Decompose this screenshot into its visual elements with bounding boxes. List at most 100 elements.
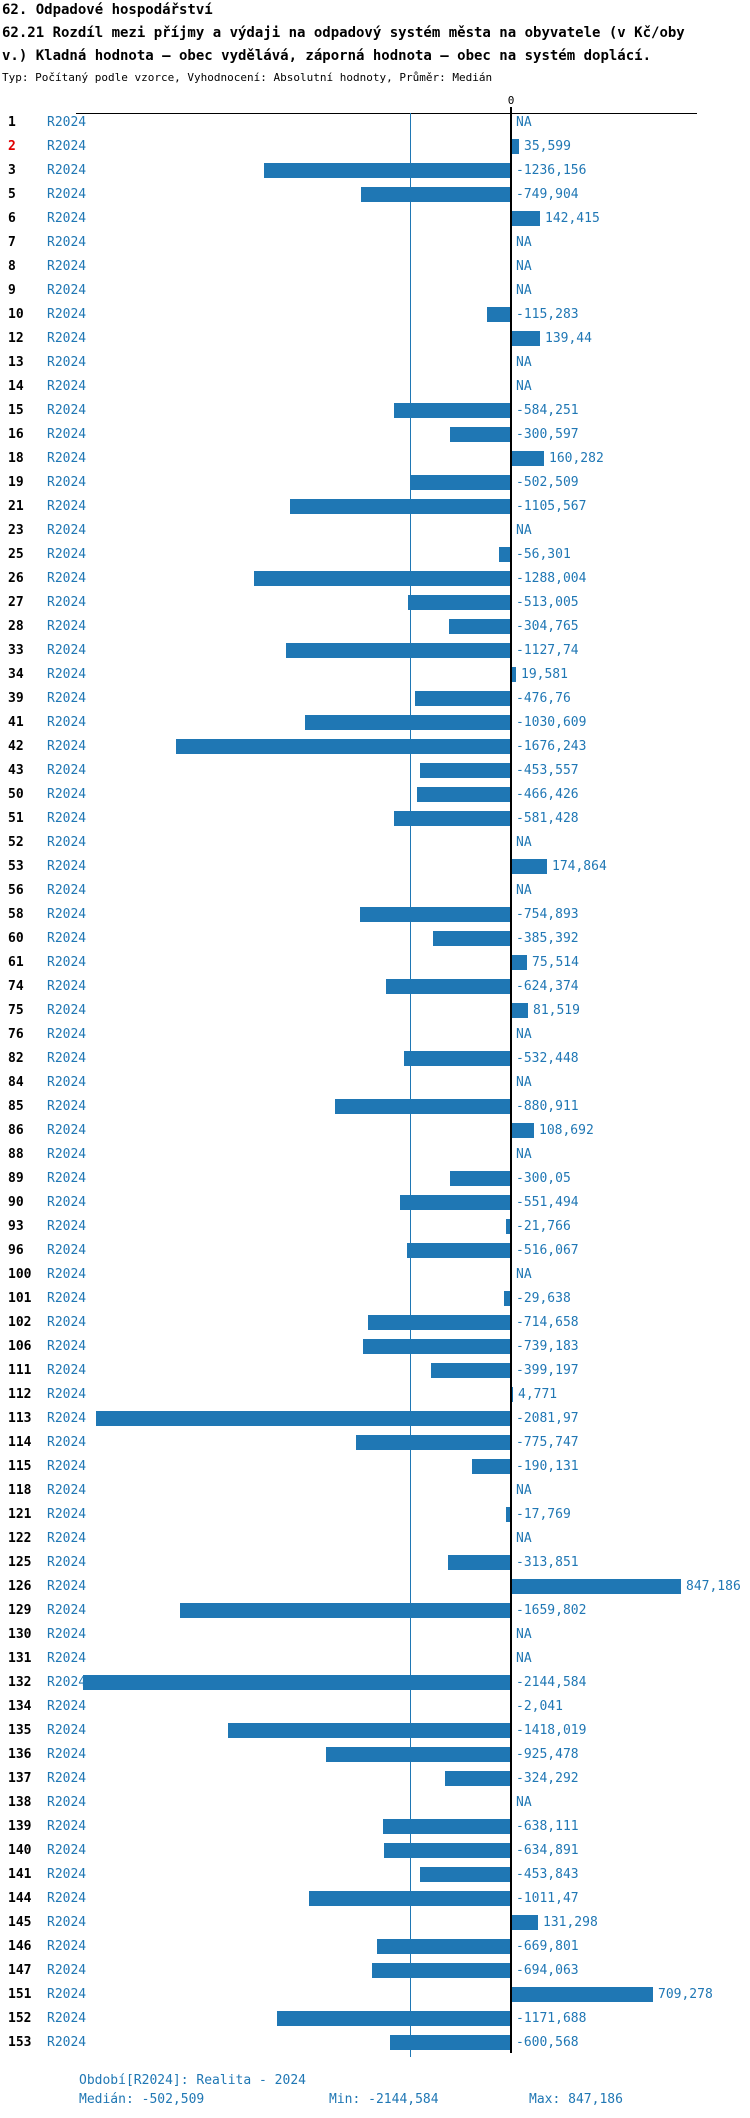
row-period-label: R2024 [47,1603,87,1618]
row-period-label: R2024 [47,763,87,778]
row-value: 174,864 [552,859,607,874]
row-value: NA [516,283,532,298]
row-value: -638,111 [516,1819,579,1834]
value-bar [286,643,510,658]
row-period-label: R2024 [47,1219,87,1234]
value-bar [383,1819,510,1834]
row-period-label: R2024 [47,1267,87,1282]
row-value: 19,581 [521,667,568,682]
row-period-label: R2024 [47,1651,87,1666]
value-bar [277,2011,510,2026]
value-bar [180,1603,510,1618]
row-period-label: R2024 [47,1435,87,1450]
row-index: 76 [8,1027,24,1042]
row-period-label: R2024 [47,1843,87,1858]
row-period-label: R2024 [47,1075,87,1090]
row-index: 132 [8,1675,32,1690]
value-bar [420,763,510,778]
row-index: 82 [8,1051,24,1066]
row-index: 138 [8,1795,32,1810]
row-value: -624,374 [516,979,579,994]
value-bar [433,931,510,946]
value-bar [394,403,510,418]
value-bar [305,715,510,730]
row-value: -739,183 [516,1339,579,1354]
value-bar [512,1579,681,1594]
row-period-label: R2024 [47,1003,87,1018]
row-period-label: R2024 [47,187,87,202]
value-bar [96,1411,510,1426]
value-bar [176,739,510,754]
value-bar [417,787,510,802]
value-bar [512,331,540,346]
row-value: 4,771 [518,1387,558,1402]
row-index: 130 [8,1627,32,1642]
value-bar [408,595,510,610]
row-value: -2,041 [516,1699,563,1714]
zero-axis-label: 0 [507,94,515,107]
row-index: 89 [8,1171,24,1186]
row-period-label: R2024 [47,1675,87,1690]
row-index: 52 [8,835,24,850]
value-bar [372,1963,510,1978]
row-period-label: R2024 [47,643,87,658]
value-bar [512,211,540,226]
row-period-label: R2024 [47,931,87,946]
row-value: 709,278 [658,1987,713,2002]
row-value: -1030,609 [516,715,587,730]
row-period-label: R2024 [47,835,87,850]
row-index: 118 [8,1483,32,1498]
row-period-label: R2024 [47,907,87,922]
row-value: NA [516,835,532,850]
row-period-label: R2024 [47,1483,87,1498]
row-index: 93 [8,1219,24,1234]
row-value: -324,292 [516,1771,579,1786]
row-period-label: R2024 [47,1579,87,1594]
row-index: 129 [8,1603,32,1618]
row-index: 8 [8,259,16,274]
row-period-label: R2024 [47,859,87,874]
row-period-label: R2024 [47,1339,87,1354]
row-period-label: R2024 [47,1747,87,1762]
row-index: 16 [8,427,24,442]
row-value: NA [516,523,532,538]
row-index: 34 [8,667,24,682]
row-index: 28 [8,619,24,634]
page-subtitle-line1: 62.21 Rozdíl mezi příjmy a výdaji na odp… [2,25,685,41]
row-period-label: R2024 [47,451,87,466]
row-value: NA [516,115,532,130]
row-index: 14 [8,379,24,394]
row-index: 111 [8,1363,32,1378]
row-value: NA [516,1075,532,1090]
row-value: 108,692 [539,1123,594,1138]
value-bar [264,163,510,178]
value-bar [360,907,510,922]
row-value: -385,392 [516,931,579,946]
row-period-label: R2024 [47,1699,87,1714]
value-bar [386,979,510,994]
row-value: 160,282 [549,451,604,466]
row-index: 18 [8,451,24,466]
value-bar [377,1939,510,1954]
row-period-label: R2024 [47,1363,87,1378]
row-period-label: R2024 [47,1963,87,1978]
value-bar [504,1291,510,1306]
value-bar [448,1555,510,1570]
row-period-label: R2024 [47,667,87,682]
row-period-label: R2024 [47,1099,87,1114]
row-index: 140 [8,1843,32,1858]
row-value: -304,765 [516,619,579,634]
row-index: 56 [8,883,24,898]
value-bar [335,1099,510,1114]
row-period-label: R2024 [47,1891,87,1906]
row-period-label: R2024 [47,1987,87,2002]
row-period-label: R2024 [47,235,87,250]
row-index: 101 [8,1291,32,1306]
row-value: 81,519 [533,1003,580,1018]
row-index: 58 [8,907,24,922]
value-bar [512,955,527,970]
row-period-label: R2024 [47,1387,87,1402]
row-index: 153 [8,2035,32,2050]
row-period-label: R2024 [47,691,87,706]
